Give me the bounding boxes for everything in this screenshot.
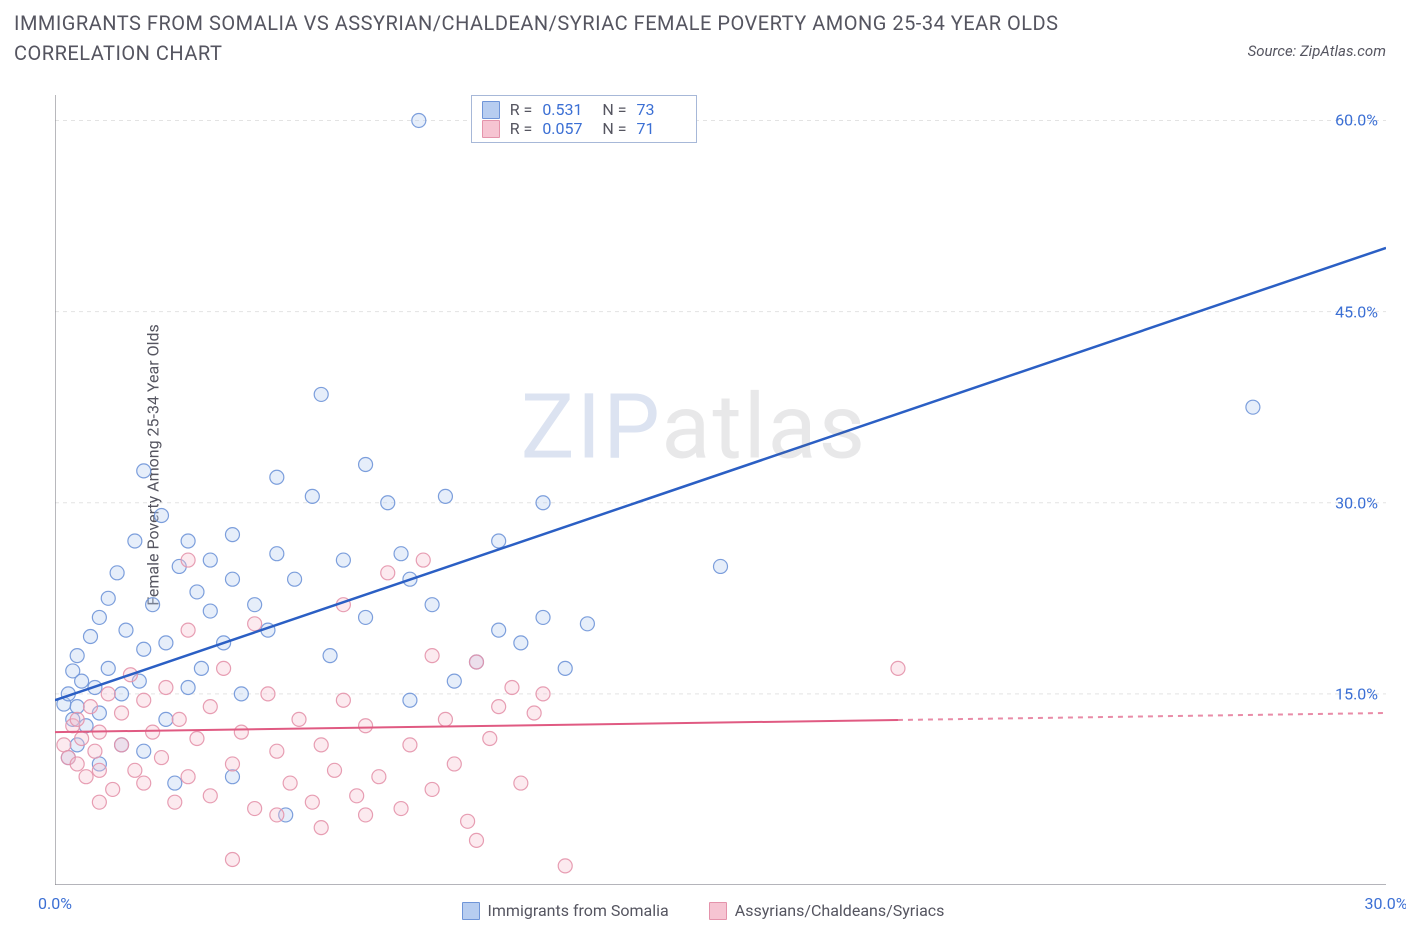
legend-item: Immigrants from Somalia [462, 901, 669, 920]
scatter-plot-svg [55, 95, 1386, 885]
y-tick-label: 30.0% [1335, 493, 1378, 512]
stats-legend-box: R = 0.531 N = 73 R = 0.057 N = 71 [471, 95, 698, 143]
n-value: 73 [636, 100, 686, 119]
series-legend: Immigrants from Somalia Assyrians/Chaldea… [0, 901, 1406, 920]
legend-swatch [482, 120, 500, 138]
n-value: 71 [636, 119, 686, 138]
r-label: R = [510, 119, 533, 138]
chart-title: IMMIGRANTS FROM SOMALIA VS ASSYRIAN/CHAL… [14, 8, 1094, 68]
r-label: R = [510, 100, 533, 119]
r-value: 0.057 [542, 119, 592, 138]
y-tick-label: 60.0% [1335, 111, 1378, 130]
legend-swatch [709, 902, 727, 920]
n-label: N = [602, 100, 626, 119]
legend-swatch [462, 902, 480, 920]
source-label: Source: ZipAtlas.com [1248, 42, 1386, 60]
legend-item: Assyrians/Chaldeans/Syriacs [709, 901, 945, 920]
stats-legend-row: R = 0.531 N = 73 [482, 100, 687, 119]
chart-area: ZIPatlas R =0.531N =73R =0.057N =71 15.0… [55, 95, 1386, 885]
y-tick-label: 45.0% [1335, 302, 1378, 321]
stats-legend-row: R = 0.057 N = 71 [482, 119, 687, 138]
r-value: 0.531 [542, 100, 592, 119]
y-tick-label: 15.0% [1335, 684, 1378, 703]
legend-label: Immigrants from Somalia [488, 901, 669, 920]
legend-label: Assyrians/Chaldeans/Syriacs [735, 901, 945, 920]
n-label: N = [602, 119, 626, 138]
legend-swatch [482, 101, 500, 119]
